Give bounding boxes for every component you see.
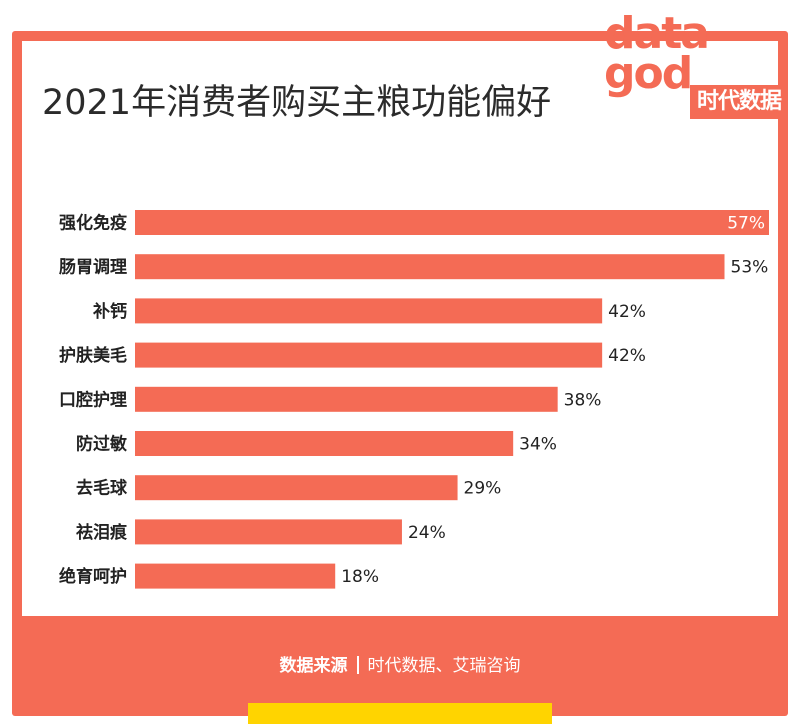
data-source-label: 数据来源: [279, 656, 348, 676]
value-label-9: 18%: [341, 567, 379, 587]
category-label-8: 祛泪痕: [76, 522, 128, 543]
chart-title: 2021年消费者购买主粮功能偏好: [42, 83, 552, 123]
bar-2: [135, 254, 725, 280]
data-source-value: 时代数据、艾瑞咨询: [367, 656, 521, 676]
value-label-7: 29%: [464, 479, 502, 499]
bar-7: [135, 475, 458, 501]
data-source-separator: [356, 656, 359, 674]
value-label-8: 24%: [408, 523, 446, 543]
category-label-2: 肠胃调理: [59, 258, 127, 278]
bar-8: [135, 519, 402, 545]
logo-wordmark: data god: [604, 12, 710, 99]
bar-9: [135, 563, 336, 589]
category-label-7: 去毛球: [76, 478, 128, 499]
value-label-1: 57%: [727, 214, 765, 234]
data-source: 数据来源 时代数据、艾瑞咨询: [0, 651, 800, 676]
value-label-2: 53%: [731, 258, 769, 278]
logo-chinese-name: 时代数据: [690, 85, 788, 119]
category-label-6: 防过敏: [76, 434, 127, 455]
value-label-3: 42%: [608, 302, 646, 322]
category-label-4: 护肤美毛: [59, 345, 127, 366]
category-label-3: 补钙: [92, 301, 127, 322]
bar-6: [135, 431, 514, 456]
logo-word-line2: god: [604, 48, 693, 99]
value-label-6: 34%: [519, 435, 557, 455]
category-label-1: 强化免疫: [59, 213, 127, 234]
dategod-logo: data god 时代数据: [604, 12, 790, 126]
bar-3: [135, 298, 603, 324]
bar-1: [135, 210, 769, 235]
logo-word-line1: data: [604, 8, 710, 59]
bar-4: [135, 342, 603, 368]
category-label-9: 绝育呵护: [59, 566, 127, 587]
category-label-5: 口腔护理: [59, 389, 127, 410]
bars-layer: 强化免疫 57% 肠胃调理 53% 补钙 42% 护肤美毛 42% 口腔护理 38% 防过敏 34% 去…: [59, 210, 769, 589]
value-label-4: 42%: [608, 346, 646, 366]
value-label-5: 38%: [564, 390, 602, 410]
accent-strip: [248, 703, 552, 724]
bar-5: [135, 386, 558, 412]
